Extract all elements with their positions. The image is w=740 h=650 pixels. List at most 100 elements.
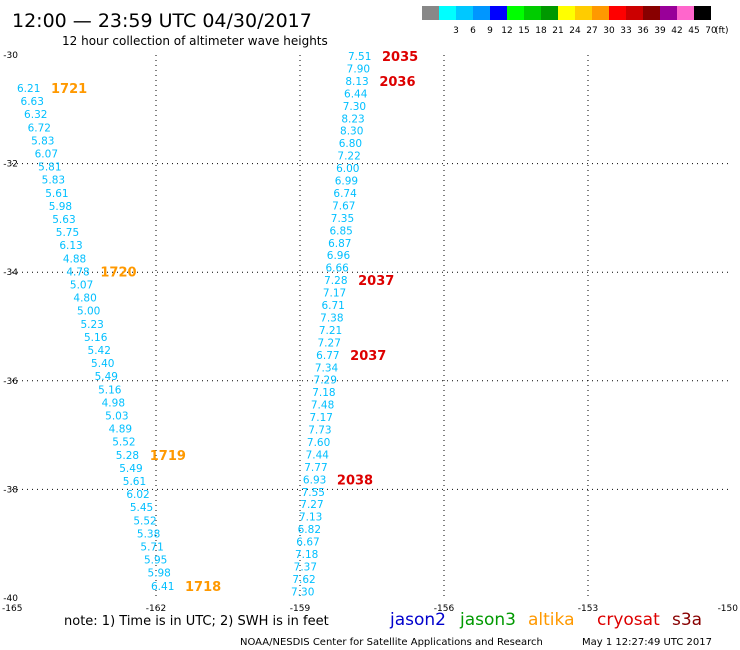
colorbar-swatch <box>558 6 575 20</box>
colorbar-tick-label: 12 <box>501 26 512 36</box>
swh-value: 5.75 <box>56 227 79 239</box>
colorbar-swatch <box>456 6 473 20</box>
color-scale-legend: 3 6 9 12 15 18 21 24 27 30 33 36 39 42 45 70(ft) <box>422 6 729 36</box>
swh-value: 6.67 <box>296 537 319 549</box>
colorbar-swatch <box>677 6 694 20</box>
swh-value: 5.98 <box>49 201 72 213</box>
swh-value: 7.67 <box>332 200 355 212</box>
swh-value: 5.00 <box>77 306 100 318</box>
colorbar-tick-label: 36 <box>637 26 649 36</box>
swh-value: 7.27 <box>318 337 341 349</box>
colorbar-swatch <box>575 6 592 20</box>
swh-value: 5.61 <box>45 188 68 200</box>
swh-value: 6.13 <box>59 240 82 252</box>
pass-time-label: 2038 <box>337 473 373 488</box>
swh-value: 5.49 <box>95 371 118 383</box>
swh-value: 7.30 <box>291 586 314 598</box>
swh-value: 7.22 <box>337 151 360 163</box>
swh-value: 7.18 <box>295 549 318 561</box>
swh-value: 7.35 <box>331 213 354 225</box>
lat-tick-label: -30 <box>3 51 18 61</box>
lon-tick-label: -153 <box>578 604 598 614</box>
satellite-legend-cryosat: cryosat <box>597 610 660 630</box>
colorbar-tick-label: 18 <box>535 26 547 36</box>
swh-value: 6.02 <box>126 489 149 501</box>
colorbar-swatch <box>694 6 711 20</box>
swh-value: 7.73 <box>308 425 331 437</box>
swh-value: 5.49 <box>119 463 142 475</box>
swh-value: 5.16 <box>84 332 108 344</box>
colorbar-swatch <box>524 6 541 20</box>
colorbar-tick-label: 45 <box>688 26 699 36</box>
swh-value: 5.95 <box>144 555 167 567</box>
swh-value: 4.78 <box>66 266 89 278</box>
colorbar-swatch <box>643 6 660 20</box>
swh-value: 7.77 <box>304 462 327 474</box>
lon-tick-label: -150 <box>718 604 739 614</box>
pass-time-label: 2037 <box>350 349 386 364</box>
colorbar-swatch <box>490 6 507 20</box>
swh-value: 7.51 <box>348 51 371 63</box>
swh-value: 7.44 <box>306 449 330 461</box>
swh-value: 5.40 <box>91 358 114 370</box>
colorbar-swatch <box>507 6 524 20</box>
colorbar-unit: (ft) <box>715 26 729 36</box>
swh-value: 5.07 <box>70 280 93 292</box>
swh-value: 7.30 <box>343 101 366 113</box>
satellite-legend: jason2 jason3 altika cryosat s3a <box>389 610 702 630</box>
swh-value: 6.87 <box>328 238 351 250</box>
swh-value: 5.16 <box>98 384 122 396</box>
pass-time-label: 1720 <box>100 265 136 280</box>
swh-value: 7.34 <box>315 362 339 374</box>
map-grid <box>12 55 732 598</box>
lat-tick-label: -38 <box>3 485 18 495</box>
swh-value: 6.00 <box>336 163 359 175</box>
swh-value: 5.52 <box>133 515 156 527</box>
lon-tick-label: -165 <box>2 604 22 614</box>
footer-note: note: 1) Time is in UTC; 2) SWH is in fe… <box>64 614 329 629</box>
colorbar-tick-label: 27 <box>586 26 597 36</box>
pass-time-label: 1719 <box>150 449 186 464</box>
colorbar-tick-label: 70 <box>705 26 717 36</box>
colorbar-swatch <box>626 6 643 20</box>
swh-value: 5.71 <box>140 542 163 554</box>
pass-time-label: 2036 <box>379 75 415 90</box>
swh-value: 7.13 <box>299 512 322 524</box>
lat-tick-label: -34 <box>3 268 18 278</box>
colorbar-tick-label: 15 <box>518 26 529 36</box>
satellite-legend-altika: altika <box>528 610 575 630</box>
swh-value: 6.85 <box>329 225 352 237</box>
swh-value: 7.29 <box>314 375 337 387</box>
swh-value: 7.17 <box>323 288 346 300</box>
swh-value: 5.63 <box>52 214 75 226</box>
track-west: 6.216.636.326.725.836.075.815.835.615.98… <box>17 82 221 595</box>
swh-value: 6.66 <box>325 263 349 275</box>
colorbar-swatch <box>473 6 490 20</box>
colorbar-swatch <box>439 6 456 20</box>
swh-value: 7.62 <box>292 574 315 586</box>
colorbar-tick-label: 9 <box>487 26 493 36</box>
swh-value: 8.13 <box>345 76 368 88</box>
satellite-legend-s3a: s3a <box>672 610 702 630</box>
colorbar-tick-label: 30 <box>603 26 615 36</box>
swh-value: 6.21 <box>17 83 40 95</box>
swh-value: 6.93 <box>303 474 326 486</box>
swh-value: 6.44 <box>344 88 368 100</box>
colorbar-tick-label: 21 <box>552 26 563 36</box>
pass-time-label: 2037 <box>358 274 394 289</box>
colorbar-swatch <box>609 6 626 20</box>
swh-value: 4.80 <box>73 293 96 305</box>
swh-value: 5.52 <box>112 437 135 449</box>
swh-value: 5.98 <box>147 568 170 580</box>
credit-text: NOAA/NESDIS Center for Satellite Applica… <box>240 637 543 648</box>
swh-value: 7.48 <box>311 400 334 412</box>
lat-tick-label: -36 <box>3 377 18 387</box>
swh-value: 5.38 <box>137 528 160 540</box>
lon-tick-label: -159 <box>290 604 311 614</box>
colorbar-tick-label: 6 <box>470 26 476 36</box>
swh-value: 4.89 <box>109 424 132 436</box>
swh-value: 5.83 <box>42 175 65 187</box>
swh-value: 7.60 <box>307 437 330 449</box>
swh-value: 5.45 <box>130 502 153 514</box>
